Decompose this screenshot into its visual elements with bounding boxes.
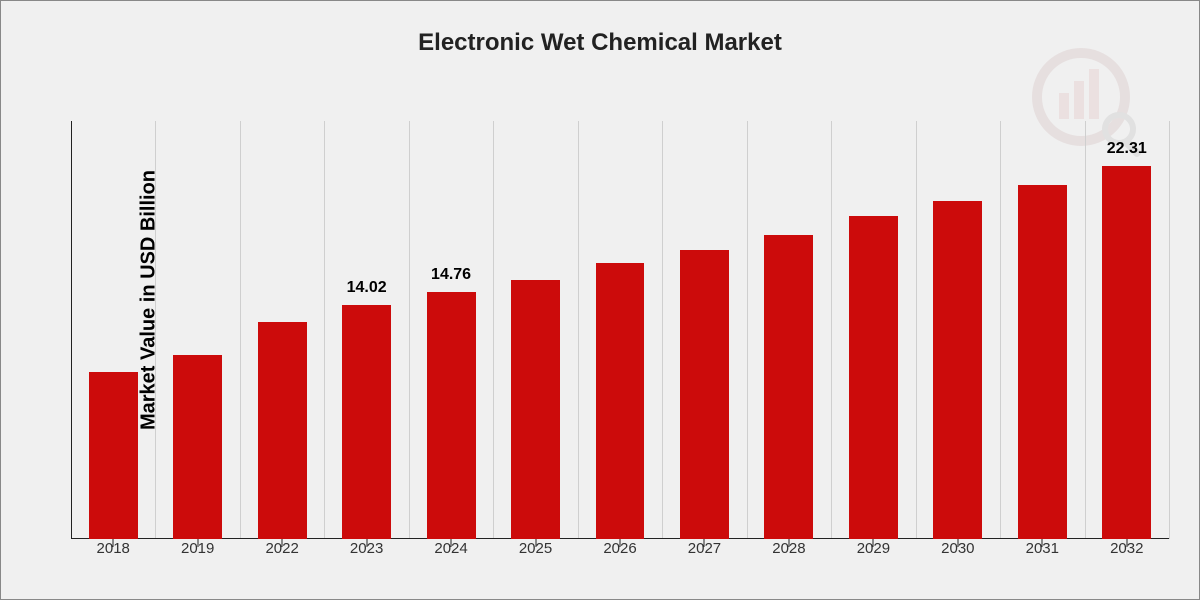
bar-rect bbox=[258, 322, 307, 539]
gridline bbox=[409, 121, 410, 539]
bar bbox=[89, 372, 138, 539]
bar bbox=[764, 235, 813, 539]
bar bbox=[258, 322, 307, 539]
gridline bbox=[1085, 121, 1086, 539]
bar-rect bbox=[89, 372, 138, 539]
gridline bbox=[324, 121, 325, 539]
x-category-label: 2028 bbox=[772, 540, 805, 557]
x-labels: 2018 2019 2022 2023 2024 2025 2026 2027 2028 2029… bbox=[71, 540, 1169, 564]
bar: 14.76 bbox=[427, 292, 476, 539]
x-category-label: 2027 bbox=[688, 540, 721, 557]
plot-area: 14.02 14.76 22.31 bbox=[71, 121, 1169, 539]
bar: 22.31 bbox=[1102, 166, 1151, 539]
bar-rect bbox=[596, 263, 645, 539]
bar bbox=[1018, 185, 1067, 539]
gridline bbox=[662, 121, 663, 539]
bar-rect bbox=[342, 305, 391, 539]
x-category-label: 2026 bbox=[603, 540, 636, 557]
bar bbox=[849, 216, 898, 539]
gridline bbox=[493, 121, 494, 539]
x-category-label: 2022 bbox=[265, 540, 298, 557]
bar bbox=[173, 355, 222, 539]
bar-rect bbox=[511, 280, 560, 539]
x-category-label: 2018 bbox=[97, 540, 130, 557]
y-axis-line bbox=[71, 121, 72, 539]
x-category-label: 2029 bbox=[857, 540, 890, 557]
bar-rect bbox=[764, 235, 813, 539]
bar-rect bbox=[680, 250, 729, 539]
bar-rect bbox=[1018, 185, 1067, 539]
bar bbox=[596, 263, 645, 539]
gridline bbox=[1000, 121, 1001, 539]
bar bbox=[511, 280, 560, 539]
data-label: 22.31 bbox=[1107, 140, 1147, 166]
gridline bbox=[747, 121, 748, 539]
bar-rect bbox=[933, 201, 982, 539]
x-category-label: 2025 bbox=[519, 540, 552, 557]
x-category-label: 2030 bbox=[941, 540, 974, 557]
gridline bbox=[1169, 121, 1170, 539]
bar-rect bbox=[1102, 166, 1151, 539]
bar: 14.02 bbox=[342, 305, 391, 539]
chart-title: Electronic Wet Chemical Market bbox=[1, 1, 1199, 57]
gridline bbox=[831, 121, 832, 539]
data-label: 14.02 bbox=[347, 279, 387, 305]
gridline bbox=[240, 121, 241, 539]
bar-rect bbox=[427, 292, 476, 539]
bar-rect bbox=[849, 216, 898, 539]
bar-rect bbox=[173, 355, 222, 539]
gridline bbox=[916, 121, 917, 539]
x-category-label: 2019 bbox=[181, 540, 214, 557]
x-category-label: 2024 bbox=[434, 540, 467, 557]
x-category-label: 2032 bbox=[1110, 540, 1143, 557]
x-category-label: 2023 bbox=[350, 540, 383, 557]
x-category-label: 2031 bbox=[1026, 540, 1059, 557]
gridline bbox=[578, 121, 579, 539]
bar bbox=[680, 250, 729, 539]
data-label: 14.76 bbox=[431, 266, 471, 292]
bar bbox=[933, 201, 982, 539]
gridline bbox=[155, 121, 156, 539]
